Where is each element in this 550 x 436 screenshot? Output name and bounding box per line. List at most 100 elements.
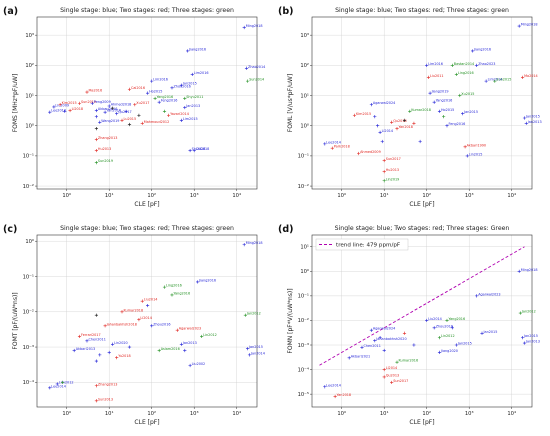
y-tick-label: 10⁻³: [23, 345, 34, 351]
panel-label: (b): [278, 6, 293, 17]
data-point: [107, 350, 111, 355]
data-label: Akbari2021: [351, 354, 370, 358]
y-axis-label: FOML [V/us*pF/uW]: [287, 74, 294, 132]
x-tick-label: 10³: [465, 411, 474, 417]
data-point: [524, 121, 528, 125]
x-tick-label: 10¹: [380, 411, 389, 417]
data-point: [115, 112, 119, 116]
data-label: Jan2012: [521, 310, 536, 314]
data-label: Liu2002: [192, 362, 206, 366]
data-point: [330, 146, 334, 150]
data-label: Jan2015: [483, 330, 498, 334]
data-label: Cai2016: [131, 86, 145, 90]
data-point: [395, 127, 399, 131]
data-point: [380, 139, 384, 144]
data-label: Jan2015: [463, 110, 478, 114]
data-label: Kim2015: [62, 101, 77, 105]
y-tick-label: 10⁻³: [298, 343, 309, 349]
data-label: Liu2018: [196, 147, 210, 151]
data-label: Ahmed2009: [360, 150, 381, 154]
y-tick-label: 10³: [300, 33, 309, 39]
panel-label: (c): [3, 224, 17, 235]
data-point: [48, 386, 52, 390]
data-point: [373, 339, 377, 343]
data-label: Yan2018: [399, 125, 413, 129]
data-point: [390, 120, 394, 124]
data-label: Jan2015: [525, 115, 540, 119]
x-tick-label: 10³: [465, 193, 474, 199]
data-label: Ming2018: [521, 23, 538, 27]
data-label: Lee2014: [51, 109, 66, 113]
data-label: Lin2012: [203, 333, 217, 337]
chart-title: Single stage: blue; Two stages: red; Thr…: [60, 7, 234, 14]
data-point: [402, 118, 407, 122]
data-point: [175, 328, 179, 332]
data-label: Zhou2016: [436, 324, 453, 328]
data-label: Lee2014: [326, 140, 341, 144]
data-point: [369, 328, 374, 332]
data-label: Yan2016: [107, 109, 121, 113]
data-point: [77, 101, 82, 105]
data-point: [115, 356, 119, 360]
data-label: Li2018: [72, 107, 83, 111]
data-label: Lin2019: [386, 177, 400, 181]
data-point: [520, 75, 525, 79]
data-point: [77, 334, 82, 339]
data-label: Lin2020: [114, 341, 128, 345]
data-point: [323, 385, 327, 389]
data-label: Zhou2016: [153, 322, 170, 326]
plot-frame: [36, 234, 258, 408]
y-tick-label: 10⁻²: [23, 184, 34, 190]
data-point: [188, 363, 192, 368]
data-label: Jan2013: [185, 104, 200, 108]
data-point: [426, 75, 431, 79]
data-label: Sun2013: [98, 397, 113, 401]
data-point: [94, 127, 99, 131]
data-point: [98, 120, 102, 124]
data-label: Yavari2014: [170, 112, 189, 116]
chart-panel-2: 10⁰ 10¹ 10² 10³ 10⁴ 10⁻² 10⁻¹ 10⁰ 10¹ 10² 10³ Singl…: [278, 6, 542, 208]
data-label: Jan2013: [182, 341, 197, 345]
chart-title: Single stage: blue; Two stages: red; Thr…: [335, 7, 509, 14]
data-label: Yang2016: [448, 317, 465, 321]
data-point: [179, 118, 184, 122]
data-point: [463, 145, 467, 149]
data-point: [402, 331, 407, 335]
y-tick-label: 10⁻¹: [298, 154, 309, 160]
data-point: [127, 87, 132, 91]
data-label: Liu2011: [430, 74, 444, 78]
data-label: Xu2015: [461, 92, 474, 96]
data-point: [475, 294, 479, 298]
data-label: Lim2012: [59, 380, 74, 384]
data-point: [133, 103, 137, 107]
data-point: [170, 86, 174, 90]
data-point: [167, 113, 171, 117]
data-point: [369, 103, 374, 107]
data-point: [493, 79, 497, 83]
data-label: Zhang2013: [98, 382, 117, 386]
data-point: [48, 110, 52, 114]
y-tick-label: 10⁻²: [298, 318, 309, 324]
y-tick-label: 10⁰: [25, 239, 34, 245]
data-point: [484, 79, 488, 83]
x-tick-label: 10³: [190, 193, 199, 199]
data-point: [412, 343, 416, 347]
data-point: [137, 113, 141, 117]
plot-frame: [311, 234, 533, 408]
data-label: Jiang2016: [198, 278, 216, 282]
y-axis-label: FOMN [pF*V/(uW*ns)]: [287, 288, 294, 353]
data-point: [145, 91, 150, 95]
data-point: [242, 25, 246, 30]
data-point: [120, 118, 124, 122]
plot-frame: [311, 16, 533, 190]
data-point: [58, 103, 62, 107]
chart-panel-4: 10⁰ 10¹ 10² 10³ 10⁴ 10⁻⁵ 10⁻⁴ 10⁻³ 10⁻² 10⁻¹ 10⁰ 10…: [278, 224, 540, 426]
data-point: [110, 106, 115, 110]
x-tick-label: 10⁰: [337, 411, 346, 417]
data-point: [94, 313, 99, 317]
x-tick-label: 10⁰: [62, 411, 71, 417]
data-label: Sun2017: [393, 379, 408, 383]
data-point: [245, 347, 250, 351]
data-label: Agarwal2024: [373, 327, 395, 331]
data-point: [192, 148, 196, 153]
